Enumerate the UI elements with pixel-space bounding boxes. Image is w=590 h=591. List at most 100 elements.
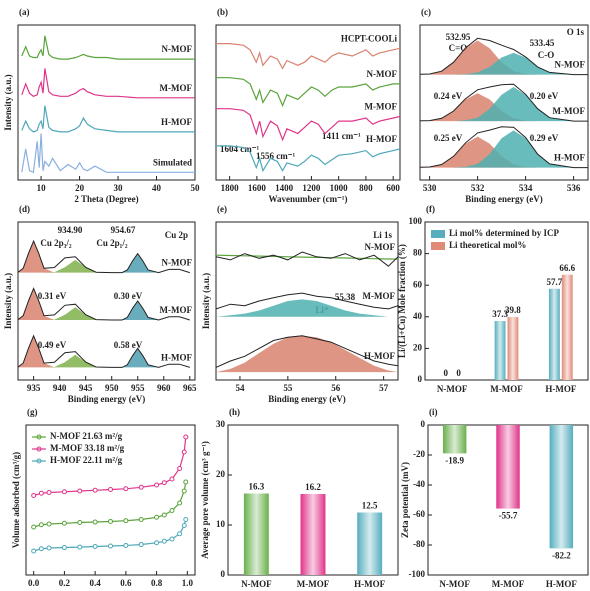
series-label: N-MOF [162, 258, 193, 268]
x-axis-label: Binding energy (eV) [68, 394, 146, 404]
point [154, 540, 160, 546]
bar-shine [357, 512, 383, 575]
x-tick-label: 1200 [302, 183, 321, 193]
x-tick-label: 800 [359, 183, 373, 193]
point [138, 517, 144, 522]
annotation: 0.25 eV [434, 133, 463, 143]
bar-shine [496, 425, 520, 509]
y-axis-label: Intensity (a.u.) [3, 74, 13, 130]
point [46, 521, 52, 527]
annotation: 0.49 eV [38, 340, 67, 350]
x-tick-label: 40 [152, 183, 162, 193]
point [169, 508, 175, 513]
panel-label: (a) [19, 7, 30, 17]
bar-shine [561, 274, 573, 380]
fit-peak [18, 307, 190, 320]
y-tick-label: 10 [216, 519, 226, 529]
point [77, 488, 83, 494]
x-axis-label: 2 Theta (Degree) [74, 194, 138, 204]
annotation: Cu 2p [165, 230, 188, 240]
y-tick-label: -80 [413, 539, 425, 549]
panel-label: (h) [229, 407, 240, 417]
x-tick-label: H-MOF [546, 579, 577, 589]
point [61, 520, 67, 526]
point [169, 476, 175, 482]
legend-label: M-MOF 33.18 m²/g [50, 443, 125, 453]
y-tick-label: 20 [216, 469, 226, 479]
y-axis-label: Zeta potential (mV) [400, 462, 410, 538]
x-tick-label: 0.2 [59, 578, 71, 588]
series-line [216, 77, 400, 108]
annotation: 0.31 eV [38, 291, 67, 301]
annotation: 954.67 [111, 225, 136, 235]
plot-frame [17, 221, 196, 381]
x-tick-label: 50 [191, 183, 201, 193]
panel: (i)0 -20 -40 -60 -80 -100 Zeta potential (mV) N… [400, 407, 589, 589]
x-tick-label: 0.6 [120, 578, 132, 588]
x-tick-label: 20 [75, 183, 85, 193]
point [181, 449, 187, 455]
panel: (f) 0 20 40 60 80 100 Li/(Li+Cu) Mole fraction … [397, 204, 589, 394]
series-label: N-MOF [162, 44, 193, 54]
x-tick-label: 965 [183, 383, 197, 393]
value-label: -82.2 [552, 550, 571, 560]
series-label: H-MOF [554, 153, 585, 163]
value-label: 37.3 [492, 309, 508, 319]
x-tick-label: 945 [79, 383, 93, 393]
value-label: -55.7 [499, 511, 518, 521]
series-line [21, 105, 195, 133]
series-label: Simulated [153, 157, 192, 167]
point [123, 486, 129, 492]
fit-peak [216, 299, 398, 317]
point [123, 518, 129, 524]
fit-peak [18, 259, 190, 273]
point [154, 514, 160, 520]
legend-marker [36, 434, 42, 440]
point [161, 538, 167, 544]
legend-marker [36, 458, 42, 464]
point [108, 518, 113, 524]
plot-frame [17, 24, 196, 181]
panel-label: (b) [217, 7, 228, 17]
legend-marker [36, 446, 42, 452]
fit-peak [18, 335, 190, 368]
annotation: 1556 cm⁻¹ [256, 151, 295, 161]
y-tick-label: 0 [421, 419, 426, 429]
point [169, 536, 175, 542]
value-label: 39.8 [505, 305, 521, 315]
point [183, 479, 189, 485]
fit-peak [420, 93, 588, 122]
point [61, 489, 67, 495]
plot-frame [215, 24, 401, 181]
x-tick-label: 0.4 [90, 578, 102, 588]
panel-label: (d) [19, 204, 30, 214]
point [38, 546, 44, 552]
bar-shine [548, 288, 560, 380]
panel: (h) 0 10 20 30 Average pore volume (cm³ g⁻¹) N… [200, 407, 399, 589]
spectrum-line [420, 126, 588, 169]
series-line [216, 43, 400, 70]
x-axis-label: Wavenumber (cm⁻¹) [268, 194, 347, 204]
spectrum-line [420, 83, 588, 122]
bar-shine [549, 425, 574, 549]
panel-label: (e) [217, 204, 227, 214]
x-tick-label: H-MOF [545, 384, 576, 394]
x-tick-label: M-MOF [297, 579, 330, 589]
fit-peak [420, 52, 588, 75]
x-tick-label: 1000 [330, 183, 349, 193]
value-label: 0 [443, 368, 448, 378]
series-label: H-MOF [364, 351, 395, 361]
y-tick-label: -20 [413, 449, 425, 459]
bar-shine [507, 317, 519, 380]
point [46, 545, 52, 551]
panel-label: (f) [426, 204, 435, 214]
point [92, 487, 98, 493]
annotation: Cu 2p₃/₂ [40, 238, 71, 248]
y-tick-label: -100 [409, 569, 426, 579]
annotation: 55.38 [335, 292, 356, 302]
value-label: 12.5 [362, 501, 378, 511]
fit-line [216, 254, 398, 260]
fit-peak [420, 40, 588, 75]
spectrum-line [216, 292, 398, 310]
annotation: Li 1s [373, 230, 392, 240]
